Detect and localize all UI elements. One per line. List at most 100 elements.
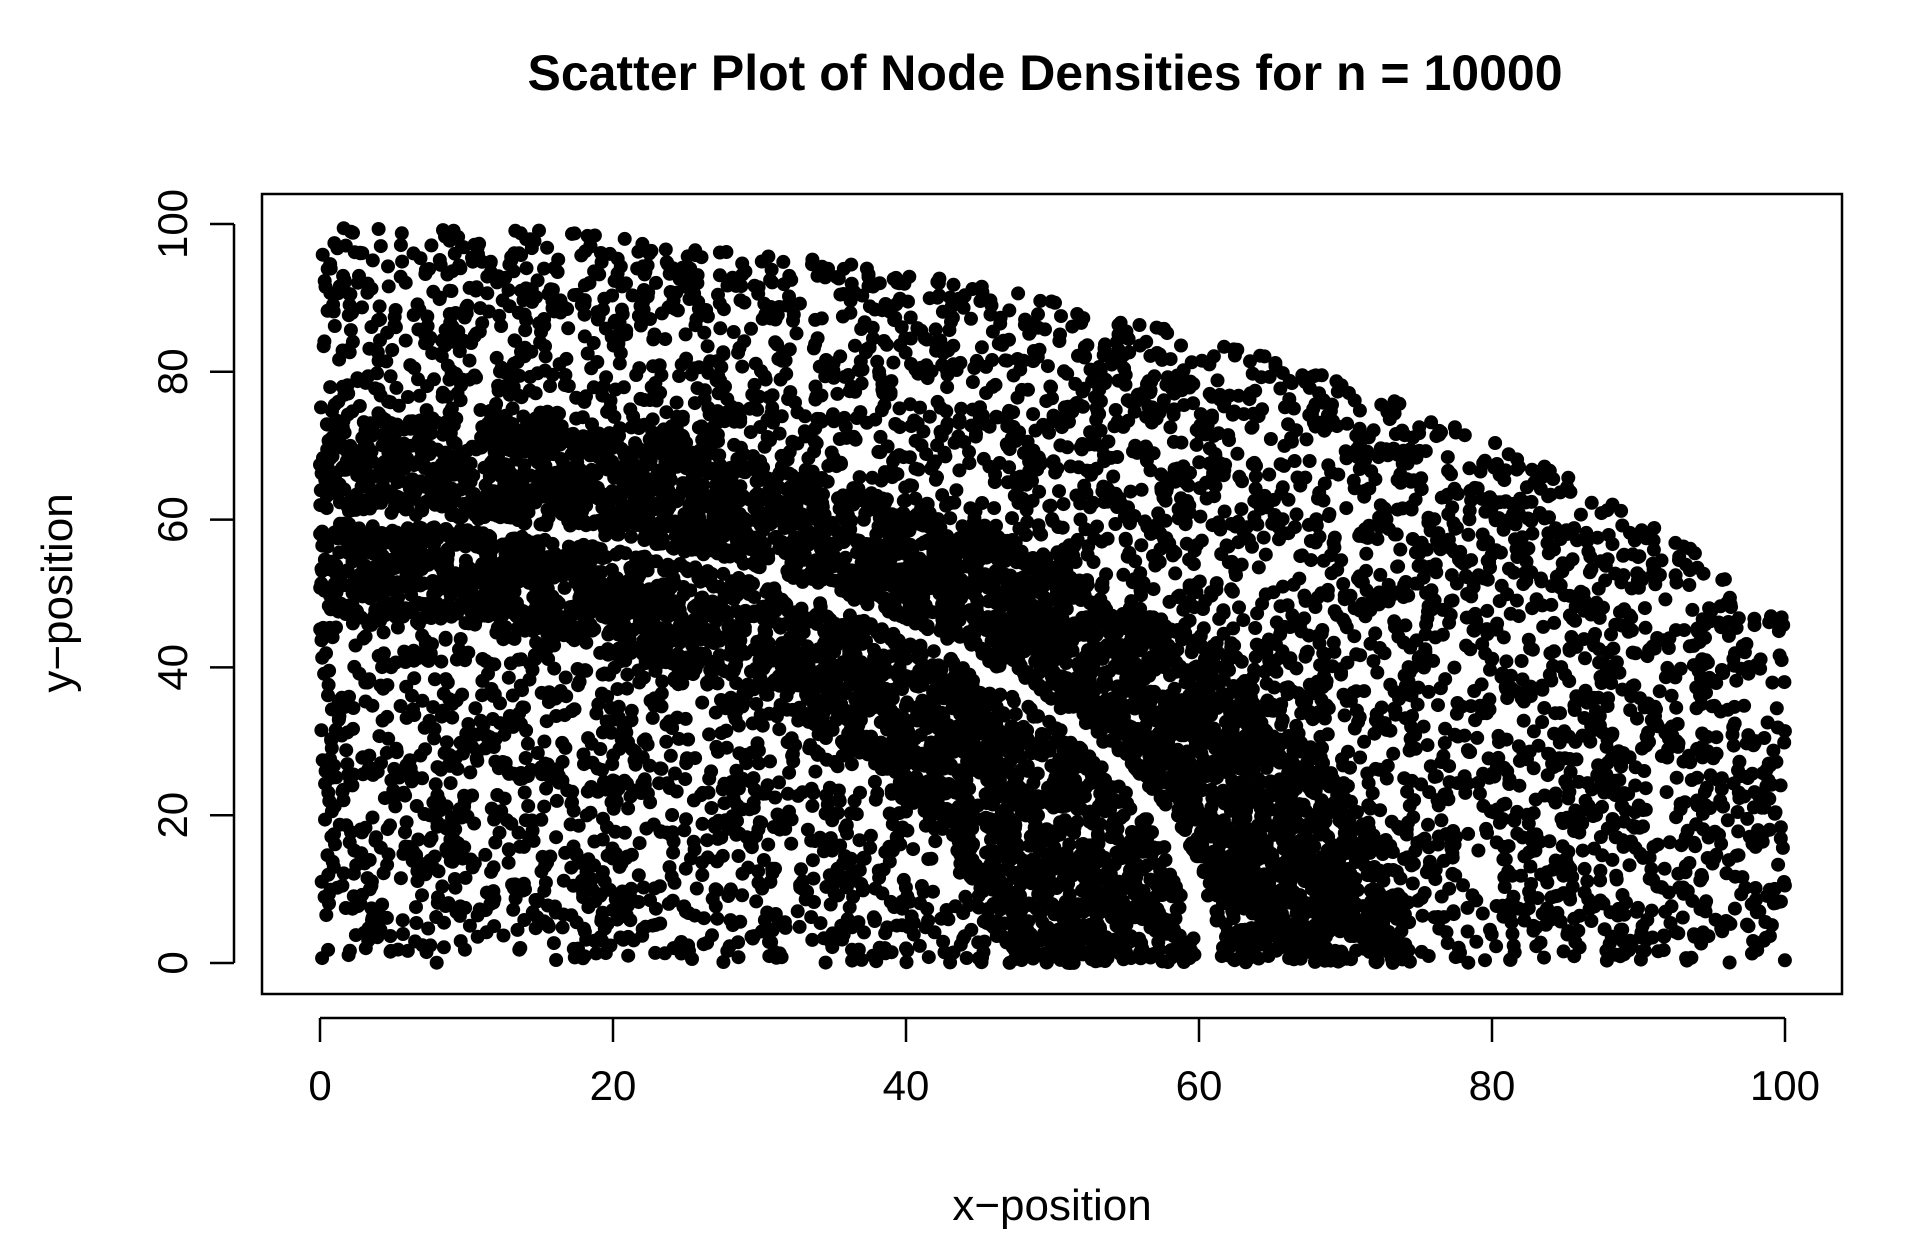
scatter-point [355,300,369,315]
scatter-point [1609,872,1624,887]
scatter-point [867,914,882,928]
scatter-point [538,339,552,354]
scatter-point [343,323,358,338]
scatter-point [1727,716,1742,731]
scatter-point [1548,706,1563,721]
scatter-point [782,765,797,780]
scatter-point [962,455,977,470]
scatter-point [1657,929,1672,944]
scatter-point [716,566,731,581]
scatter-point [1390,559,1405,574]
scatter-point [1623,703,1638,718]
scatter-point [486,860,501,875]
scatter-point [1256,530,1271,545]
scatter-point [379,745,394,760]
scatter-point [1669,700,1684,715]
scatter-point [1471,843,1486,858]
scatter-point [1095,440,1110,454]
scatter-point [629,368,644,382]
scatter-point [773,372,788,387]
scatter-point [710,404,725,419]
scatter-point [617,231,632,246]
scatter-point [772,703,787,718]
scatter-point [1496,852,1511,867]
scatter-point [638,264,653,279]
scatter-point [1330,419,1344,434]
scatter-point [841,368,856,382]
scatter-point [590,312,605,327]
scatter-point [1547,644,1562,659]
scatter-point [1441,463,1456,478]
scatter-point [534,325,548,340]
scatter-point [1726,651,1741,666]
scatter-point [538,349,553,364]
scatter-point [1139,449,1154,464]
chart-title: Scatter Plot of Node Densities for n = 1… [527,45,1562,101]
scatter-point [1168,546,1183,560]
scatter-point [480,286,495,301]
scatter-point [1160,326,1175,341]
scatter-point [376,646,391,661]
scatter-point [1467,684,1482,698]
scatter-point [806,785,821,800]
scatter-point [1590,530,1605,545]
scatter-point [557,580,572,595]
scatter-point [825,940,840,955]
scatter-point [457,942,472,957]
scatter-point [445,697,460,711]
scatter-point [1669,770,1684,785]
scatter-point [552,406,566,421]
scatter-point [1011,286,1026,301]
scatter-point [513,941,528,955]
scatter-point [985,353,1000,367]
scatter-point [1217,504,1232,519]
scatter-point [1152,347,1167,362]
scatter-point [323,380,338,395]
scatter-point [1134,482,1149,497]
scatter-point [1108,403,1123,417]
scatter-point [326,304,341,319]
scatter-point [400,943,415,958]
scatter-point [1505,896,1520,911]
scatter-point [1282,656,1297,671]
scatter-point [1775,840,1790,855]
scatter-point [1488,436,1503,450]
scatter-point [874,403,889,418]
scatter-point [1357,734,1372,749]
scatter-point [395,254,410,269]
scatter-point [1134,538,1149,553]
scatter-point [559,351,574,366]
scatter-point [1496,797,1511,812]
scatter-point [1575,843,1590,858]
scatter-point [1433,542,1448,557]
scatter-point [1213,522,1228,537]
scatter-point [713,321,728,336]
scatter-point [677,823,692,838]
scatter-point [1167,462,1182,477]
scatter-point [884,786,899,801]
scatter-point [318,812,332,827]
scatter-point [418,742,433,757]
scatter-point [952,416,967,431]
scatter-point [631,244,646,259]
scatter-point [458,870,473,885]
scatter-point [849,411,864,425]
scatter-point [538,363,552,378]
scatter-point [877,941,892,956]
scatter-point [1628,646,1643,661]
scatter-point [1221,428,1236,443]
scatter-point [1650,837,1665,852]
scatter-point [427,672,442,687]
scatter-point [627,753,642,768]
scatter-point [1273,381,1288,396]
scatter-point [921,852,936,867]
scatter-point [765,388,780,403]
scatter-point [1322,507,1337,521]
scatter-point [321,688,335,703]
scatter-point [1521,816,1536,831]
scatter-point [954,401,969,416]
scatter-point [751,822,766,837]
scatter-point [424,238,439,253]
scatter-point [782,342,797,357]
scatter-point [1183,374,1198,389]
